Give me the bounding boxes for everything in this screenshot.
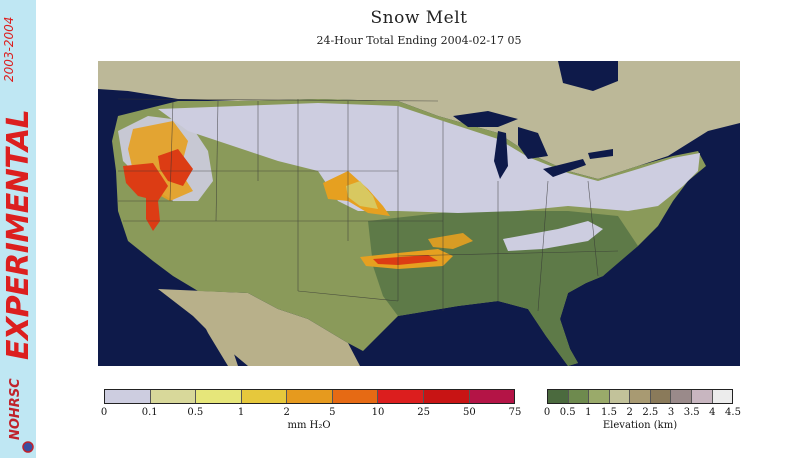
elevation-scale-tick-label: 4 bbox=[709, 407, 716, 418]
lake-erie bbox=[543, 159, 586, 177]
elevation-scale-swatch bbox=[691, 390, 713, 403]
elevation-scale-swatch bbox=[671, 390, 692, 403]
nohrsc-logo-icon bbox=[22, 441, 34, 453]
border-line bbox=[537, 180, 549, 312]
elevation-scale-swatch bbox=[568, 390, 590, 403]
map-title: Snow Melt bbox=[370, 8, 468, 28]
melt-scale-swatch bbox=[105, 390, 151, 403]
snow-cover-north bbox=[158, 103, 700, 213]
melt-scale-swatch bbox=[378, 390, 424, 403]
elevation-scale-tick-label: 3 bbox=[667, 407, 675, 418]
melt-scale-swatch bbox=[150, 390, 197, 403]
elevation-scale-tick-label: 2.5 bbox=[642, 407, 659, 418]
melt-unit-label: mm H₂O bbox=[287, 420, 331, 431]
melt-sierra bbox=[146, 196, 160, 231]
melt-scale-swatch bbox=[469, 390, 515, 403]
elevation-scale-tick-label: 2 bbox=[626, 407, 633, 418]
elevation-scale-swatch bbox=[650, 390, 672, 403]
hudson-bay bbox=[558, 61, 618, 91]
state-borders bbox=[117, 98, 619, 312]
mexico-area bbox=[158, 289, 360, 366]
border-line bbox=[587, 180, 599, 277]
melt-scale-tick-label: 0 bbox=[100, 407, 108, 418]
elevation-scale-tick-label: 1.5 bbox=[601, 407, 617, 418]
melt-scale-tick-label: 0.5 bbox=[187, 407, 204, 418]
elevation-color-scale bbox=[547, 389, 733, 404]
melt-scale-swatch bbox=[332, 390, 379, 403]
lake-superior bbox=[453, 111, 518, 127]
melt-scale-tick-label: 50 bbox=[462, 407, 476, 418]
experimental-label: EXPERIMENTAL bbox=[1, 109, 36, 360]
border-line bbox=[297, 290, 399, 302]
melt-tennessee bbox=[428, 233, 473, 249]
melt-scale-tick-label: 2 bbox=[283, 407, 290, 418]
elevation-unit-label: Elevation (km) bbox=[602, 420, 678, 431]
melt-scale-swatch bbox=[423, 390, 470, 403]
elevation-scale-tick-label: 0.5 bbox=[559, 407, 576, 418]
melt-southern-band-core bbox=[373, 255, 438, 265]
melt-scale-swatch bbox=[196, 390, 242, 403]
elevation-scale-tick-label: 3.5 bbox=[683, 407, 700, 418]
border-line bbox=[397, 250, 619, 257]
melt-scale-tick-label: 75 bbox=[508, 407, 522, 418]
canada-area bbox=[98, 61, 740, 179]
melt-scale-tick-label: 10 bbox=[371, 407, 385, 418]
baja-peninsula bbox=[196, 293, 238, 366]
snow-band-ohio-valley bbox=[503, 221, 603, 251]
elevation-scale-swatch bbox=[630, 390, 651, 403]
elevation-scale-swatch bbox=[589, 390, 610, 403]
melt-scale-swatch bbox=[241, 390, 288, 403]
elevation-scale-swatch bbox=[548, 390, 569, 403]
border-line bbox=[215, 100, 219, 222]
snow-melt-map bbox=[98, 61, 740, 366]
lake-michigan bbox=[494, 131, 508, 179]
map-subtitle: 24-Hour Total Ending 2004-02-17 05 bbox=[316, 34, 522, 47]
elevation-scale-tick-label: 1 bbox=[585, 407, 592, 418]
melt-scale-tick-label: 5 bbox=[329, 407, 336, 418]
nohrsc-logo-text: NOHRSC bbox=[8, 378, 23, 440]
elevation-scale-swatch bbox=[712, 390, 733, 403]
melt-scale-tick-label: 0.1 bbox=[141, 407, 158, 418]
melt-scale-tick-label: 1 bbox=[237, 407, 245, 418]
melt-color-scale bbox=[104, 389, 515, 404]
melt-oregon-high bbox=[123, 163, 168, 201]
season-years-label: 2003-2004 bbox=[2, 16, 16, 82]
melt-idaho-high bbox=[158, 149, 193, 186]
lake-ontario bbox=[588, 149, 613, 159]
melt-plains-core bbox=[346, 181, 378, 209]
elevation-scale-tick-label: 0 bbox=[543, 407, 551, 418]
melt-scale-swatch bbox=[287, 390, 333, 403]
elevation-scale-swatch bbox=[609, 390, 631, 403]
border-49th-parallel bbox=[117, 98, 439, 102]
experimental-sidebar: 2003-2004 EXPERIMENTAL NOHRSC bbox=[0, 0, 36, 458]
border-line bbox=[169, 100, 174, 202]
elevation-scale-tick-label: 4.5 bbox=[725, 407, 741, 418]
melt-scale-tick-label: 25 bbox=[417, 407, 431, 418]
lake-huron bbox=[518, 127, 548, 159]
